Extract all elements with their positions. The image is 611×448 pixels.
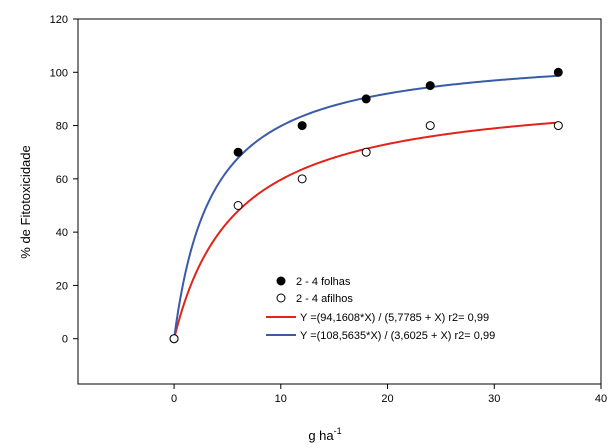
x-tick-label: 0 [171, 393, 177, 405]
y-tick-label: 60 [56, 174, 68, 186]
x-tick-label: 20 [381, 393, 393, 405]
point-folhas [297, 121, 307, 131]
x-tick-label: 30 [488, 393, 500, 405]
y-tick-label: 40 [56, 227, 68, 239]
axis-ticks: 0 10 20 30 40 0 20 40 60 80 100 120 [50, 14, 607, 405]
legend-marker-afilhos [276, 293, 286, 303]
y-tick-label: 120 [50, 14, 68, 26]
point-folhas [553, 67, 563, 77]
point-folhas [425, 81, 435, 91]
y-tick-label: 0 [62, 334, 68, 346]
point-folhas [233, 147, 243, 157]
y-tick-label: 80 [56, 121, 68, 133]
y-tick-label: 100 [50, 67, 68, 79]
legend-label-folhas: 2 - 4 folhas [296, 276, 351, 288]
point-afilhos [553, 121, 563, 131]
legend-label-red-fit: Y =(94,1608*X) / (5,7785 + X) r2= 0,99 [300, 312, 489, 324]
point-folhas [361, 94, 371, 104]
fit-curve-blue [173, 74, 559, 339]
x-axis-title: g ha-1 [308, 426, 341, 443]
plot-frame [77, 18, 602, 385]
legend-marker-folhas [276, 276, 286, 286]
fit-curves [173, 74, 559, 339]
x-tick-label: 40 [595, 393, 607, 405]
point-afilhos [169, 334, 179, 344]
y-tick-label: 20 [56, 280, 68, 292]
data-points [169, 67, 563, 344]
point-afilhos [361, 147, 371, 157]
y-axis-title: % de Fitotoxicidade [18, 145, 33, 258]
legend-label-afilhos: 2 - 4 afilhos [296, 293, 353, 305]
legend: 2 - 4 folhas 2 - 4 afilhos Y =(94,1608*X… [266, 276, 495, 342]
legend-label-blue-fit: Y =(108,5635*X) / (3,6025 + X) r2= 0,99 [300, 330, 495, 342]
point-afilhos [425, 121, 435, 131]
point-afilhos [297, 174, 307, 184]
point-afilhos [233, 200, 243, 210]
x-tick-label: 10 [275, 393, 287, 405]
